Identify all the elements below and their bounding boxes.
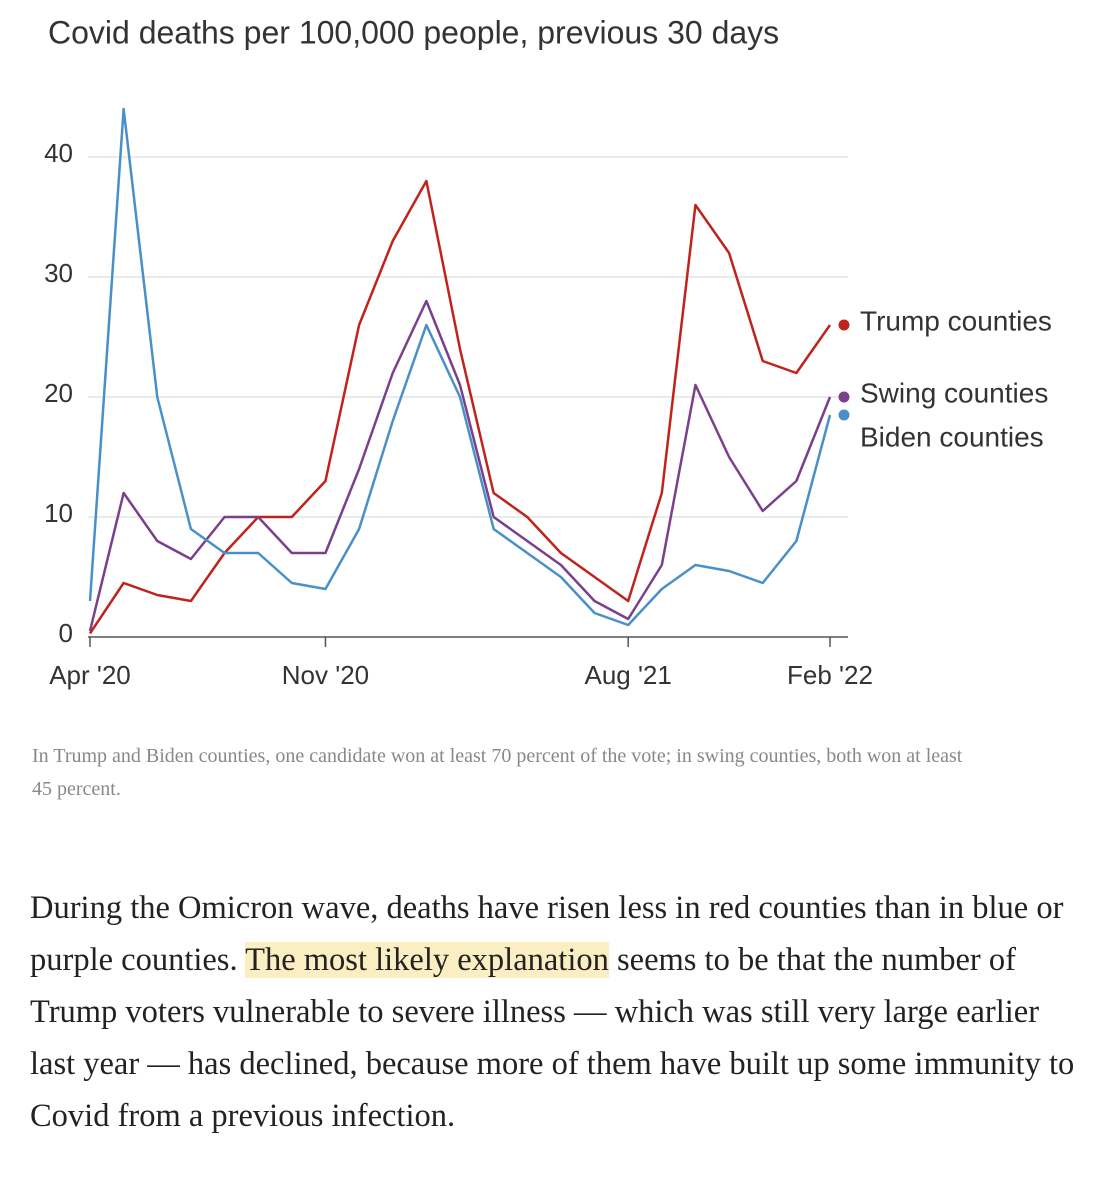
article-paragraph: During the Omicron wave, deaths have ris…	[30, 882, 1080, 1142]
series-line	[88, 107, 832, 627]
x-tick-label: Apr '20	[49, 660, 131, 690]
article-text: seems to be that the number of Trump vot…	[30, 942, 1075, 1134]
series-line	[88, 299, 832, 632]
legend-label: Trump counties	[860, 305, 1052, 336]
chart: Covid deaths per 100,000 people, previou…	[44, 14, 1052, 690]
end-dot	[838, 409, 850, 421]
series-line	[88, 179, 832, 635]
article-text: During the Omicron wave, deaths have ris…	[30, 890, 1064, 978]
end-dot	[838, 319, 850, 331]
highlight: The most likely explanation	[245, 942, 609, 978]
end-dot	[838, 391, 850, 403]
x-tick-label: Nov '20	[282, 660, 369, 690]
x-tick-label: Aug '21	[584, 660, 671, 690]
legend-label: Swing counties	[860, 377, 1048, 408]
x-tick-label: Feb '22	[787, 660, 873, 690]
y-tick-label: 30	[44, 258, 73, 288]
y-tick-label: 0	[59, 618, 73, 648]
y-tick-label: 40	[44, 138, 73, 168]
y-tick-label: 10	[44, 498, 73, 528]
legend-label: Biden counties	[860, 421, 1044, 452]
chart-note: In Trump and Biden counties, one candida…	[32, 745, 963, 800]
chart-title: Covid deaths per 100,000 people, previou…	[48, 14, 779, 50]
y-tick-label: 20	[44, 378, 73, 408]
